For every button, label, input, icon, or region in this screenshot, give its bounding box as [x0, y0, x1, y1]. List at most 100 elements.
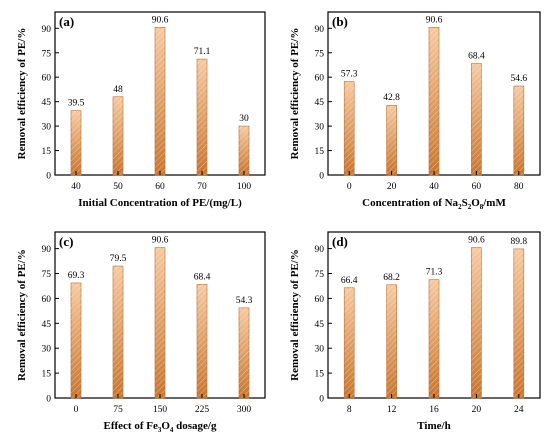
y-tick-label: 0 [319, 172, 324, 182]
y-tick-label: 60 [42, 74, 52, 84]
y-tick-label: 75 [315, 49, 325, 59]
y-axis-label: Removal efficiency of PE/% [289, 249, 301, 381]
panel-letter: (d) [332, 234, 348, 249]
y-tick-label: 90 [315, 25, 325, 35]
y-tick-label: 15 [42, 147, 52, 157]
bar-hatch [155, 27, 165, 175]
x-tick-label: 24 [514, 405, 524, 415]
data-label: 89.8 [510, 237, 527, 247]
bar-hatch [386, 105, 397, 175]
panel-2: (c) 0 15 30 45 60 75 90 69.3 0 79.5 75 90.6 150 68.4 22… [16, 231, 266, 434]
y-axis-label: Removal efficiency of PE/% [16, 28, 28, 160]
data-label: 39.5 [68, 99, 85, 109]
data-label: 30 [239, 114, 249, 124]
x-tick-label: 0 [74, 405, 79, 415]
data-label: 71.1 [194, 47, 211, 57]
y-tick-label: 90 [315, 245, 325, 255]
x-tick-label: 75 [113, 405, 123, 415]
data-label: 57.3 [341, 70, 358, 80]
y-tick-label: 15 [42, 370, 52, 380]
panel-letter: (b) [332, 14, 348, 29]
y-tick-label: 90 [42, 245, 52, 255]
bar-hatch [239, 307, 249, 398]
x-axis-label: Time/h [417, 420, 450, 432]
y-tick-label: 60 [315, 295, 325, 305]
bar-hatch [429, 279, 439, 398]
bar-hatch [471, 63, 482, 176]
x-tick-label: 16 [429, 405, 439, 415]
x-tick-label: 8 [347, 405, 352, 415]
bar-hatch [344, 81, 355, 175]
x-tick-label: 0 [347, 182, 352, 192]
data-label: 68.4 [194, 272, 211, 282]
panel-letter: (c) [59, 234, 73, 249]
y-tick-label: 45 [42, 320, 52, 330]
y-tick-label: 45 [42, 98, 52, 108]
y-tick-label: 45 [315, 98, 325, 108]
bar-hatch [71, 110, 81, 175]
y-axis-label: Removal efficiency of PE/% [16, 249, 28, 381]
x-tick-label: 50 [113, 182, 123, 192]
bar-hatch [344, 287, 355, 398]
bar-hatch [197, 284, 207, 398]
data-label: 66.4 [341, 276, 358, 286]
y-tick-label: 15 [315, 147, 325, 157]
data-label: 90.6 [152, 236, 169, 246]
y-tick-label: 0 [46, 395, 51, 405]
y-tick-label: 30 [42, 123, 52, 133]
x-tick-label: 40 [429, 182, 439, 192]
y-tick-label: 45 [315, 320, 325, 330]
x-axis-label: Initial Concentration of PE/(mg/L) [78, 197, 242, 209]
y-tick-label: 30 [315, 345, 325, 355]
data-label: 54.6 [510, 74, 527, 84]
data-label: 90.6 [426, 15, 443, 25]
bar-hatch [513, 86, 524, 175]
data-label: 54.3 [236, 296, 253, 306]
x-tick-label: 300 [237, 405, 252, 415]
y-tick-label: 75 [42, 49, 52, 59]
y-tick-label: 15 [315, 370, 325, 380]
data-label: 68.4 [468, 52, 485, 62]
bar-hatch [71, 282, 81, 398]
y-tick-label: 75 [42, 270, 52, 280]
data-label: 71.3 [426, 268, 443, 278]
panel-0: (a) 0 15 30 45 60 75 90 39.5 40 48 50 90.6 60 71.1 70 30… [16, 11, 266, 209]
y-tick-label: 60 [42, 295, 52, 305]
data-label: 90.6 [468, 236, 485, 246]
y-tick-label: 90 [42, 25, 52, 35]
bar-hatch [386, 284, 397, 398]
bar-hatch [471, 247, 482, 398]
y-tick-label: 75 [315, 270, 325, 280]
x-tick-label: 20 [387, 182, 397, 192]
y-tick-label: 0 [46, 172, 51, 182]
x-tick-label: 60 [472, 182, 482, 192]
panel-3: (d) 0 15 30 45 60 75 90 66.4 8 68.2 12 71.3 16 90.6 20 8… [289, 231, 541, 432]
x-tick-label: 12 [387, 405, 397, 415]
data-label: 68.2 [383, 273, 400, 283]
y-tick-label: 30 [42, 345, 52, 355]
bar-hatch [113, 96, 123, 175]
data-label: 79.5 [110, 254, 127, 264]
y-tick-label: 60 [315, 74, 325, 84]
x-tick-label: 225 [195, 405, 210, 415]
x-tick-label: 100 [237, 182, 252, 192]
data-label: 90.6 [152, 15, 169, 25]
bar-hatch [113, 266, 123, 398]
data-label: 42.8 [383, 93, 400, 103]
x-tick-label: 70 [197, 182, 207, 192]
bar-hatch [429, 27, 439, 175]
x-tick-label: 40 [71, 182, 81, 192]
bar-hatch [197, 59, 207, 176]
x-axis-label: Effect of Fe3O4 dosage/g [103, 420, 217, 434]
bar-hatch [513, 248, 524, 398]
x-tick-label: 20 [472, 405, 482, 415]
x-tick-label: 80 [514, 182, 524, 192]
x-axis-label: Concentration of Na2S2O8/mM [362, 197, 506, 211]
panel-letter: (a) [59, 14, 74, 29]
bar-hatch [155, 247, 165, 398]
x-tick-label: 150 [153, 405, 168, 415]
bar-hatch [239, 126, 249, 175]
y-axis-label: Removal efficiency of PE/% [289, 28, 301, 160]
